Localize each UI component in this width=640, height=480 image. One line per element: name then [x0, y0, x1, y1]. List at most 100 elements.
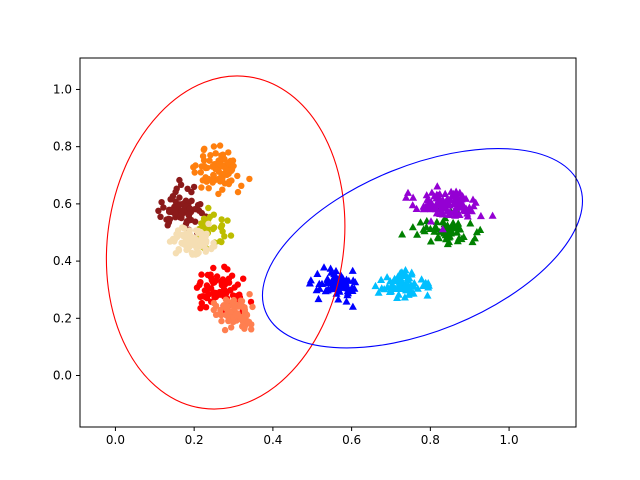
scatter-point: [240, 275, 247, 282]
scatter-point: [238, 182, 245, 189]
scatter-point: [472, 228, 481, 236]
scatter-point: [433, 201, 442, 209]
scatter-point: [408, 201, 417, 209]
scatter-point: [218, 317, 225, 325]
scatter-point: [225, 279, 233, 286]
scatter-point: [413, 230, 422, 238]
scatter-point: [224, 266, 231, 273]
blue-ellipse: [261, 147, 584, 349]
scatter-point: [217, 306, 224, 314]
scatter-point: [231, 284, 238, 291]
scatter-point: [180, 231, 187, 239]
scatter-point: [432, 209, 441, 217]
scatter-point: [197, 279, 204, 286]
scatter-point: [202, 239, 210, 246]
scatter-point: [241, 306, 248, 313]
scatter-point: [451, 199, 460, 207]
scatter-point: [306, 276, 315, 284]
y-tick-label: 0.0: [53, 369, 72, 383]
scatter-point: [438, 218, 447, 226]
scatter-point: [200, 146, 207, 153]
scatter-point: [343, 291, 352, 299]
scatter-point: [246, 175, 253, 183]
scatter-point: [168, 237, 176, 244]
scatter-point: [430, 192, 439, 200]
scatter-point: [218, 177, 225, 184]
scatter-point: [203, 294, 211, 302]
scatter-point: [210, 211, 217, 218]
scatter-point: [412, 204, 421, 212]
scatter-point: [194, 229, 202, 236]
scatter-point: [230, 162, 237, 170]
red-ellipse: [105, 75, 346, 410]
scatter-point: [224, 159, 231, 166]
scatter-point: [215, 190, 222, 198]
scatter-point: [315, 284, 324, 292]
plot-frame: [79, 57, 577, 428]
scatter-point: [383, 273, 392, 281]
scatter-point: [424, 279, 433, 287]
scatter-point: [398, 278, 407, 286]
scatter-point: [168, 206, 175, 214]
scatter-point: [416, 218, 425, 226]
scatter-point: [193, 284, 201, 291]
scatter-point: [167, 196, 174, 203]
x-tick-label: 0.2: [185, 433, 204, 447]
scatter-point: [209, 163, 216, 170]
scatter-point: [441, 189, 450, 197]
scatter-point: [202, 304, 210, 311]
scatter-point: [197, 305, 204, 312]
scatter-point: [341, 283, 350, 291]
x-tick-label: 0.4: [263, 433, 282, 447]
scatter-point: [438, 225, 447, 233]
scatter-point: [172, 188, 179, 196]
scatter-point: [449, 189, 458, 197]
scatter-point: [323, 278, 332, 286]
scatter-point: [221, 287, 228, 294]
scatter-point: [432, 217, 441, 226]
scatter-point: [245, 318, 253, 326]
scatter-point: [219, 163, 227, 170]
scatter-point: [420, 281, 428, 289]
scatter-point: [198, 163, 205, 170]
scatter-point: [230, 296, 237, 304]
scatter-point: [334, 295, 343, 303]
scatter-point: [451, 211, 460, 219]
scatter-point: [443, 239, 452, 248]
scatter-point: [241, 325, 248, 332]
scatter-point: [243, 311, 251, 319]
scatter-point: [210, 306, 217, 314]
scatter-point: [433, 182, 442, 190]
scatter-point: [205, 175, 212, 183]
y-tick-label: 0.4: [53, 254, 72, 268]
scatter-point: [210, 143, 218, 150]
y-tick-label: 1.0: [53, 82, 72, 96]
scatter-point: [219, 228, 226, 235]
scatter-point: [205, 204, 212, 212]
scatter-point: [431, 222, 440, 230]
y-tick-label: 0.8: [53, 140, 72, 154]
scatter-point: [177, 181, 185, 188]
scatter-point: [430, 227, 439, 235]
scatter-point: [425, 204, 434, 212]
scatter-point: [207, 152, 214, 159]
scatter-point: [218, 222, 226, 229]
scatter-point: [155, 207, 162, 214]
scatter-point: [186, 205, 193, 212]
scatter-point: [197, 242, 204, 250]
scatter-point: [224, 217, 231, 224]
y-tick-label: 0.2: [53, 311, 72, 325]
scatter-point: [426, 237, 435, 245]
scatter-point: [342, 297, 351, 305]
scatter-point: [225, 317, 232, 325]
scatter-point: [225, 149, 232, 156]
scatter-point: [455, 203, 464, 211]
scatter-point: [157, 213, 164, 220]
scatter-point: [211, 279, 218, 286]
scatter-point: [206, 157, 213, 164]
scatter-point: [219, 276, 227, 283]
scatter-point: [249, 303, 256, 311]
x-tick-label: 0.6: [342, 433, 361, 447]
